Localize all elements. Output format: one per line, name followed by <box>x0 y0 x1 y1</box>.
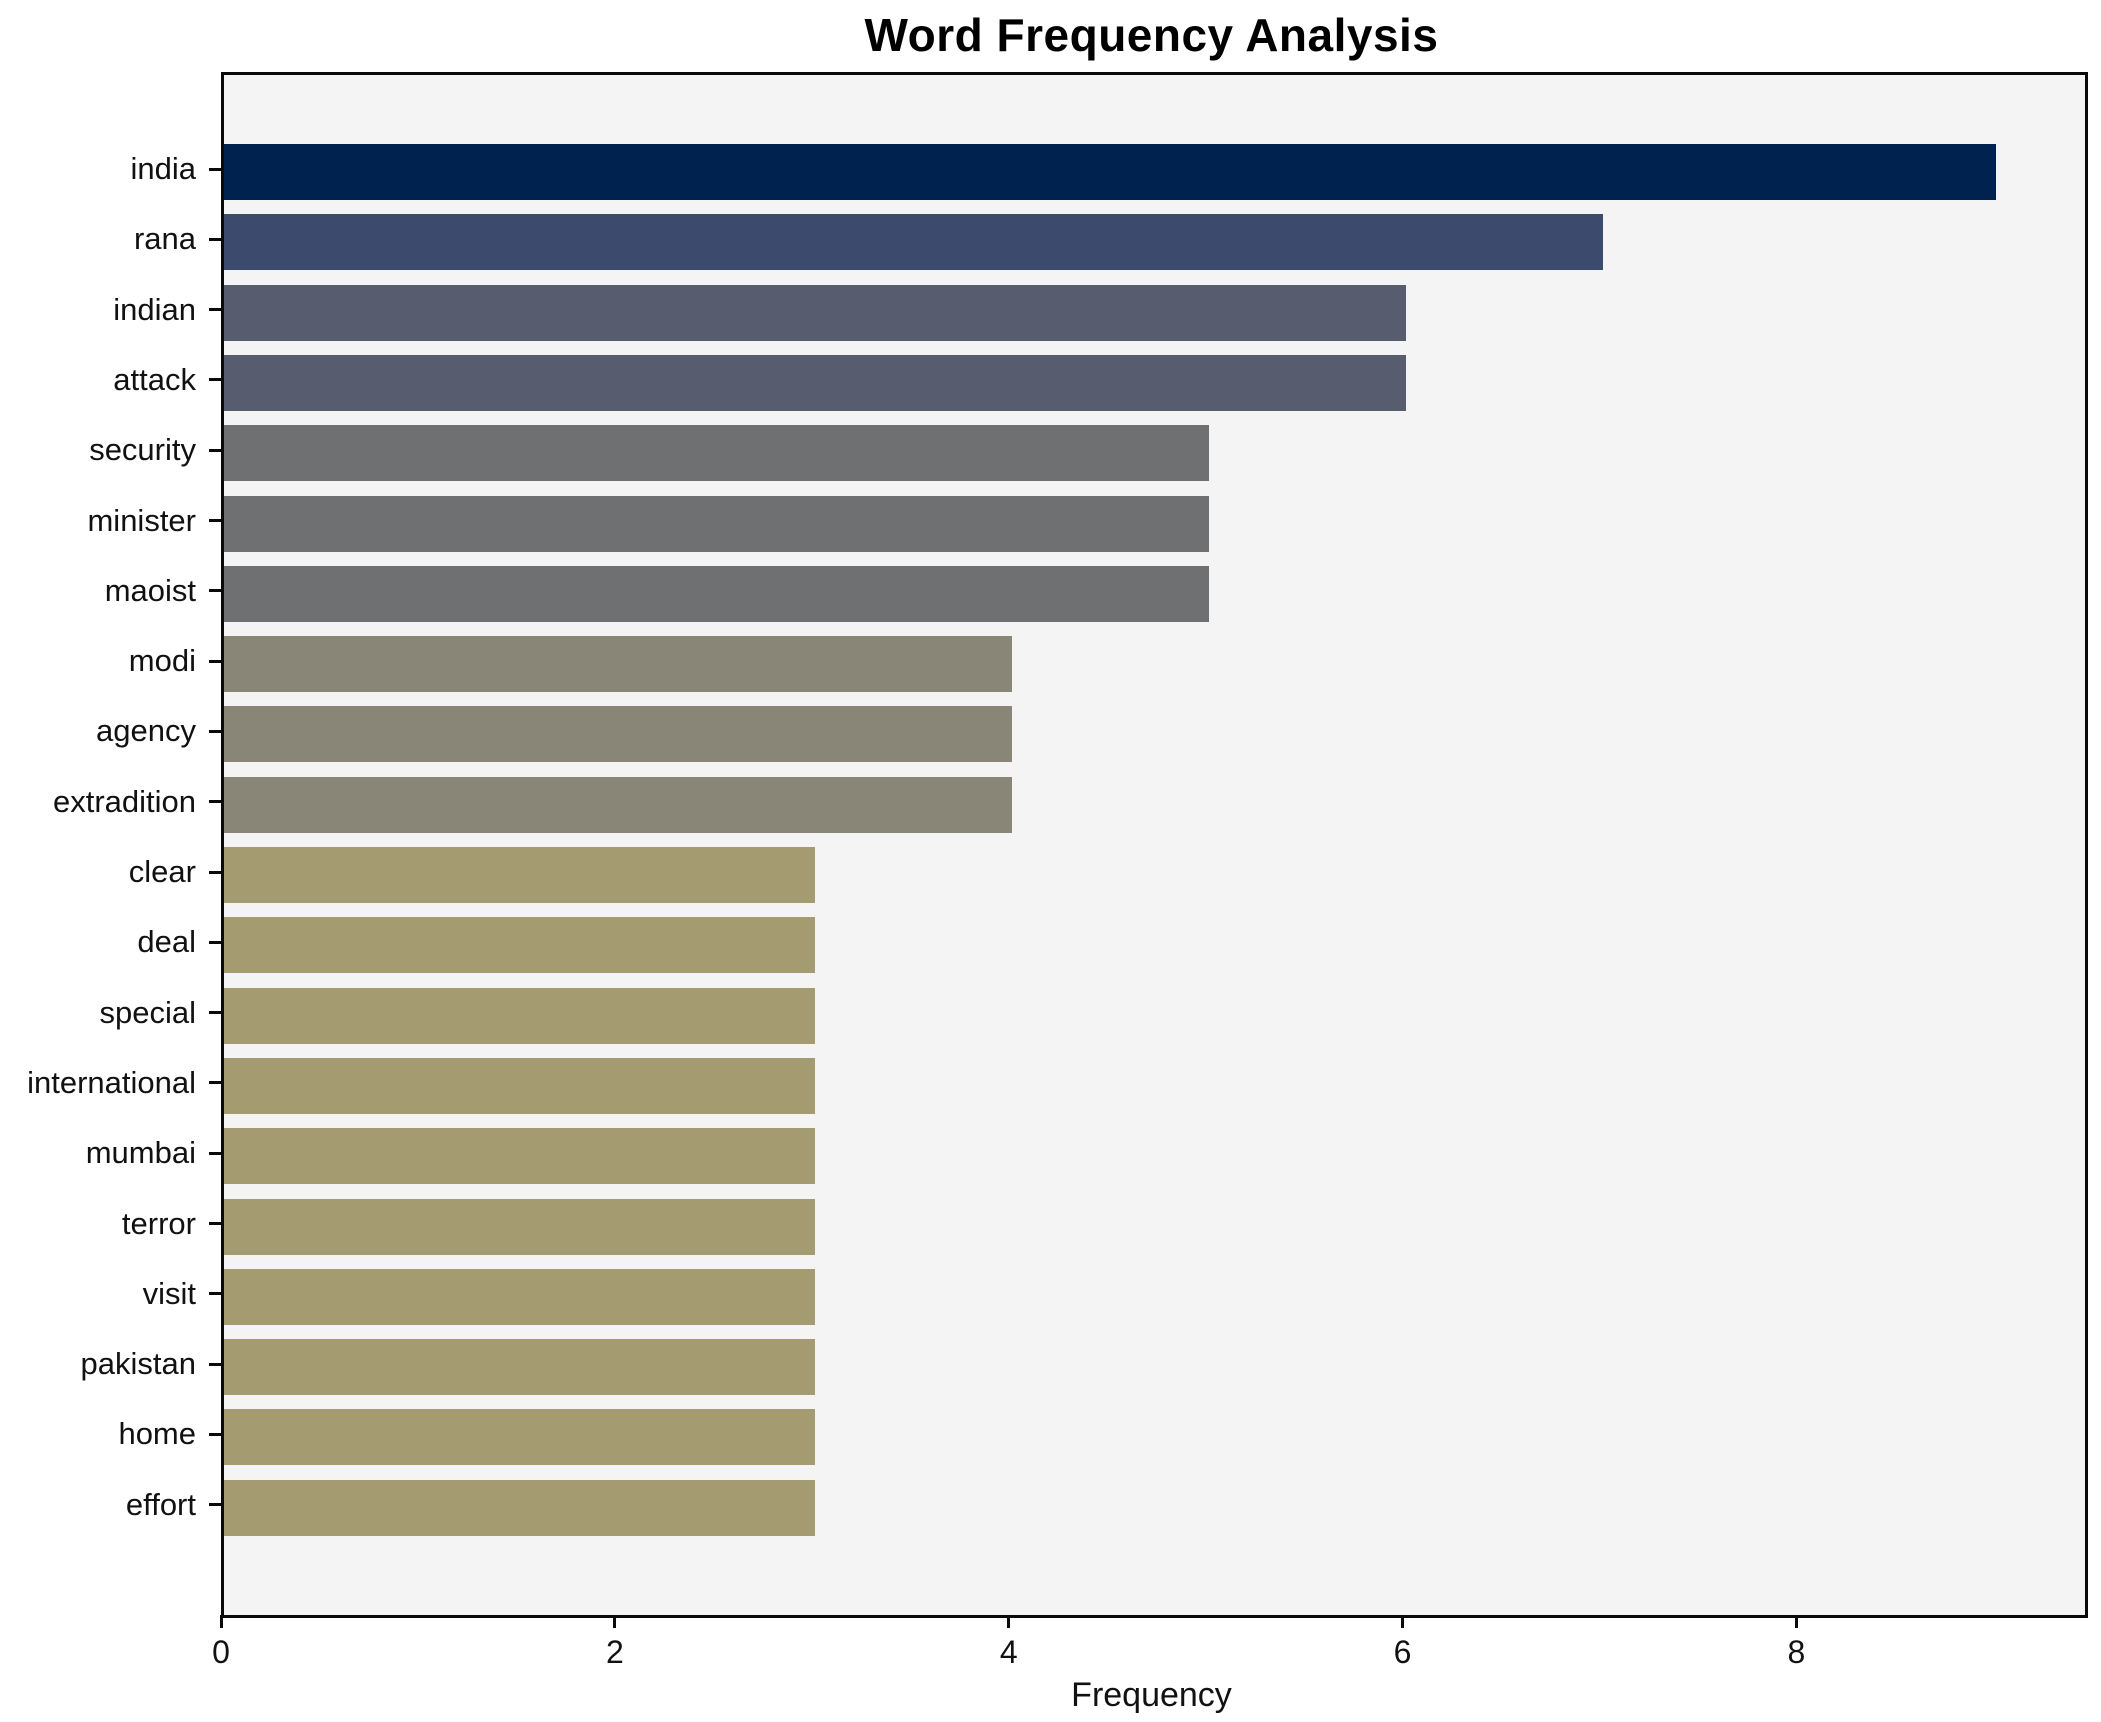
bar-india <box>224 144 1997 200</box>
bar-agency <box>224 706 1012 763</box>
x-tick-label-6: 6 <box>1393 1634 1412 1670</box>
bar-pakistan <box>224 1339 815 1396</box>
y-tick-mark-deal <box>209 940 221 944</box>
bar-extradition <box>224 776 1012 833</box>
y-tick-mark-mumbai <box>209 1151 221 1155</box>
y-tick-label-clear: clear <box>128 854 196 889</box>
y-tick-mark-international <box>209 1081 221 1085</box>
y-tick-mark-indian <box>209 308 221 312</box>
y-tick-label-modi: modi <box>128 643 196 679</box>
bar-minister <box>224 495 1209 552</box>
y-tick-mark-special <box>209 1011 221 1015</box>
bar-rana <box>224 214 1603 271</box>
y-tick-mark-modi <box>209 659 221 663</box>
bar-security <box>224 425 1209 482</box>
y-tick-label-security: security <box>89 432 196 468</box>
bar-indian <box>224 284 1406 341</box>
y-tick-mark-india <box>209 167 221 171</box>
y-tick-label-terror: terror <box>121 1205 196 1241</box>
x-tick-mark-0 <box>219 1615 223 1628</box>
y-tick-mark-clear <box>209 870 221 874</box>
bar-attack <box>224 354 1406 411</box>
y-tick-mark-pakistan <box>209 1362 221 1366</box>
bar-terror <box>224 1198 815 1255</box>
y-tick-label-indian: indian <box>113 291 196 327</box>
x-tick-label-4: 4 <box>999 1634 1018 1670</box>
y-tick-mark-minister <box>209 519 221 522</box>
y-tick-label-effort: effort <box>125 1486 196 1522</box>
y-tick-label-extradition: extradition <box>52 783 196 819</box>
x-tick-label-2: 2 <box>605 1634 624 1670</box>
y-tick-mark-rana <box>209 237 221 241</box>
x-tick-mark-6 <box>1401 1615 1405 1628</box>
x-tick-mark-2 <box>613 1615 617 1628</box>
bar-special <box>224 987 815 1044</box>
x-tick-label-8: 8 <box>1787 1634 1806 1670</box>
bar-effort <box>224 1479 815 1536</box>
y-tick-label-visit: visit <box>142 1275 196 1311</box>
bar-deal <box>224 917 815 974</box>
bar-visit <box>224 1268 815 1325</box>
x-tick-mark-4 <box>1007 1615 1011 1628</box>
bar-home <box>224 1409 815 1466</box>
y-tick-label-pakistan: pakistan <box>80 1346 196 1382</box>
y-tick-mark-maoist <box>209 589 221 593</box>
y-tick-label-mumbai: mumbai <box>85 1135 196 1171</box>
y-tick-label-deal: deal <box>137 924 196 960</box>
y-tick-mark-visit <box>209 1292 221 1296</box>
y-tick-mark-attack <box>209 378 221 382</box>
y-tick-label-india: india <box>130 151 197 186</box>
y-tick-mark-effort <box>209 1503 221 1507</box>
plot-area <box>221 72 2088 1618</box>
y-tick-label-minister: minister <box>87 502 196 538</box>
y-tick-label-home: home <box>118 1416 196 1452</box>
y-tick-mark-terror <box>209 1222 221 1225</box>
bar-maoist <box>224 565 1209 622</box>
y-tick-label-international: international <box>27 1064 196 1100</box>
y-tick-label-rana: rana <box>133 221 196 257</box>
y-tick-mark-security <box>209 448 221 452</box>
chart-title: Word Frequency Analysis <box>864 9 1439 61</box>
x-tick-mark-8 <box>1794 1615 1798 1628</box>
bar-clear <box>224 847 815 903</box>
y-tick-label-agency: agency <box>96 713 196 749</box>
bar-international <box>224 1057 815 1114</box>
bar-modi <box>224 636 1012 693</box>
bar-mumbai <box>224 1128 815 1185</box>
y-tick-mark-extradition <box>209 800 221 804</box>
x-axis-label: Frequency <box>1071 1676 1232 1714</box>
y-tick-mark-home <box>209 1432 221 1436</box>
y-tick-label-special: special <box>99 994 197 1030</box>
y-tick-mark-agency <box>209 729 221 733</box>
y-tick-label-maoist: maoist <box>104 572 196 608</box>
y-tick-label-attack: attack <box>113 361 196 397</box>
x-tick-label-0: 0 <box>212 1634 230 1670</box>
